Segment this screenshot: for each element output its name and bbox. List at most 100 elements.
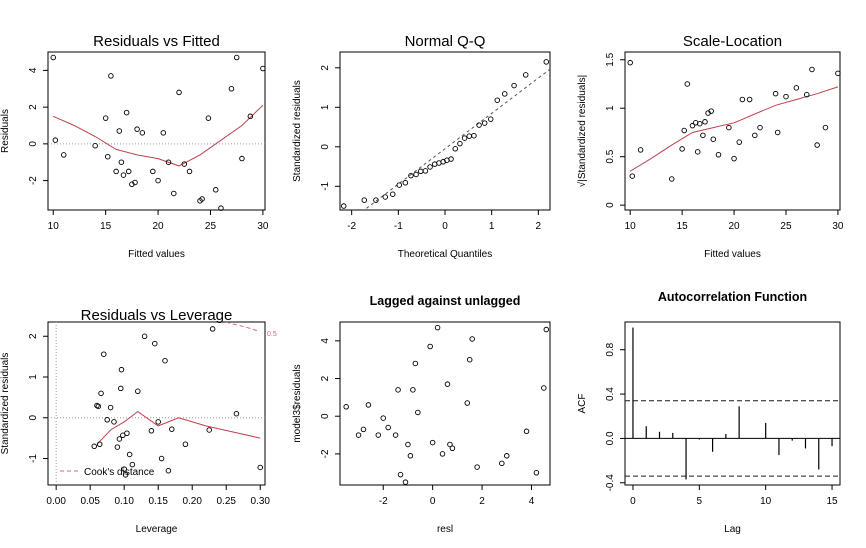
data-point [113,168,119,175]
x-tick-label: 0.20 [182,496,202,507]
data-point [375,432,382,438]
data-point [504,453,510,459]
data-point [118,159,125,165]
data-point [422,168,429,174]
data-point [783,93,789,100]
data-point [814,142,820,148]
data-point [774,129,781,136]
panel-lagged: Lagged against unlagged resl model3$residu… [292,294,551,535]
x-tick-label: 4 [529,496,535,507]
data-point [139,130,146,136]
data-point [412,360,419,367]
data-point [417,168,424,175]
data-point [373,197,379,203]
data-point [757,124,763,131]
x-tick-label: 10 [48,221,60,232]
data-point [124,430,130,436]
data-point [385,424,391,431]
x-tick-label: 20 [153,221,165,232]
data-point [118,366,125,373]
data-point [708,108,714,114]
panel-qq: Normal Q-Q Theoretical Quantiles Standardi… [292,33,551,260]
data-point [434,324,441,331]
data-point [169,426,175,432]
plot-title: Lagged against unlagged [370,294,521,308]
data-point [205,115,212,121]
data-point [176,89,182,96]
data-point [135,388,141,395]
x-tick-label: -2 [347,221,356,232]
qq-reference-line [363,68,550,210]
x-tick-label: 25 [205,221,217,232]
data-point [233,54,240,61]
data-point [102,115,109,121]
x-tick-label: 0.25 [216,496,236,507]
x-tick-label: 10 [625,221,637,232]
data-point [361,197,368,203]
data-point [340,203,347,209]
data-point [739,96,746,103]
x-tick-label: 15 [677,221,689,232]
data-point [92,142,98,149]
data-point [629,173,636,179]
y-tick-label: 0 [28,141,39,147]
data-point [679,146,685,152]
y-tick-label: 0.0 [605,431,616,445]
data-point [772,90,779,97]
y-tick-label: -1 [28,454,39,463]
data-point [121,466,127,472]
x-tick-label: 0 [430,496,436,507]
data-point [476,122,482,128]
data-point [726,124,732,131]
y-tick-label: 0.5 [605,149,616,163]
data-point [152,340,158,347]
data-point [260,65,266,72]
data-point [389,191,396,197]
plot-frame [624,51,841,211]
data-point [689,122,696,129]
x-tick-label: 2 [479,496,485,507]
plot-frame [339,321,551,486]
data-point [148,428,155,434]
data-point [427,164,433,170]
data-point [382,194,389,200]
x-tick-label: -2 [379,496,388,507]
data-point [457,140,463,147]
y-tick-label: 0 [320,144,331,150]
y-axis-label: Standardized residuals [0,353,11,455]
x-tick-label: 1 [489,221,495,232]
data-point [392,432,399,438]
data-point [541,385,547,391]
data-point [471,132,477,139]
y-tick-label: 2 [320,65,331,71]
data-point [160,130,167,136]
data-point [155,419,161,425]
data-point [543,326,550,333]
y-tick-label: 0 [320,413,331,419]
data-point [247,113,254,120]
data-point [481,120,488,126]
smooth-line [52,104,264,167]
data-point [50,54,56,61]
data-point [469,336,475,342]
data-point [120,172,127,178]
smooth-line [96,410,261,445]
data-point [155,177,161,184]
data-point [464,400,470,406]
y-tick-label: 0.4 [605,387,616,401]
data-point [715,151,722,158]
data-point [116,436,123,442]
y-tick-label: 2 [28,104,39,110]
data-point [95,403,102,410]
cooks-distance-label: 0.5 [267,331,277,338]
data-point [209,326,216,332]
data-point [710,136,717,142]
plot-frame [47,51,266,211]
panel-resfit: Residuals vs Fitted Fitted values Residual… [0,33,269,260]
y-tick-label: 2 [28,333,39,339]
y-tick-label: 0 [605,202,616,208]
data-point [694,149,701,155]
x-axis-label: Theoretical Quantiles [398,249,493,260]
data-point [402,179,409,186]
data-point [413,171,419,178]
